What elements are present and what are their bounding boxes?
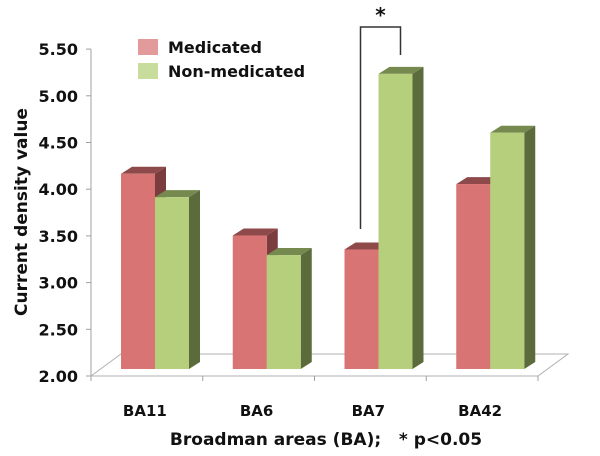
legend: Medicated Non-medicated	[138, 38, 305, 81]
bar-non-medicated-ba6	[266, 248, 312, 369]
bar-top-face	[121, 166, 166, 174]
bar-top-face	[344, 242, 390, 250]
bar-front-face	[456, 184, 491, 369]
annotations: *	[359, 3, 402, 229]
x-tick-label: BA42	[458, 402, 502, 420]
bar-front-face	[378, 73, 413, 369]
bar-front-face	[121, 173, 155, 369]
bar-side-face	[189, 190, 200, 369]
y-tick-label: 3.50	[39, 227, 78, 246]
y-axis-title: Current density value	[12, 108, 32, 316]
bar-non-medicated-ba7	[378, 66, 424, 369]
x-tick-label: BA7	[352, 402, 385, 420]
y-tick-label: 5.50	[39, 40, 78, 59]
bar-top-face	[155, 190, 200, 198]
legend-swatch-medicated	[138, 39, 158, 55]
bar-front-face	[344, 249, 379, 369]
y-tick-label: 5.00	[39, 87, 78, 106]
bar-side-face	[524, 125, 536, 369]
x-tick-label: BA6	[240, 402, 273, 420]
y-tick-label: 2.50	[39, 320, 78, 339]
y-tick-label: 4.50	[39, 134, 78, 153]
y-tick-label: 4.00	[39, 180, 78, 199]
bars	[121, 66, 536, 369]
chart-floor	[89, 353, 570, 377]
bar-front-face	[490, 132, 525, 369]
bar-front-face	[155, 197, 189, 369]
bar-top-face	[232, 228, 278, 236]
legend-label-medicated: Medicated	[168, 38, 262, 57]
legend-swatch-non-medicated	[138, 63, 158, 79]
bar-non-medicated-ba11	[155, 190, 200, 369]
legend-label-non-medicated: Non-medicated	[168, 62, 305, 81]
bar-top-face	[266, 248, 312, 256]
bar-side-face	[412, 66, 424, 369]
bar-top-face	[378, 66, 424, 74]
bar-top-face	[490, 125, 536, 133]
bar-top-face	[456, 177, 502, 185]
bar-front-face	[232, 235, 267, 369]
x-tick-label: BA11	[123, 402, 167, 420]
bar-front-face	[266, 255, 301, 369]
bar-non-medicated-ba42	[490, 125, 536, 369]
bar-side-face	[300, 248, 312, 369]
y-tick-label: 3.00	[39, 274, 78, 293]
axes: 2.00 2.50 3.00 3.50 4.00 4.50 5.00 5.50 BA11 BA6 B…	[39, 40, 570, 420]
significance-star: *	[375, 3, 386, 27]
y-tick-label: 2.00	[39, 367, 78, 386]
significance-bracket	[359, 26, 402, 229]
x-axis-title: Broadman areas (BA); * p<0.05	[170, 430, 482, 450]
